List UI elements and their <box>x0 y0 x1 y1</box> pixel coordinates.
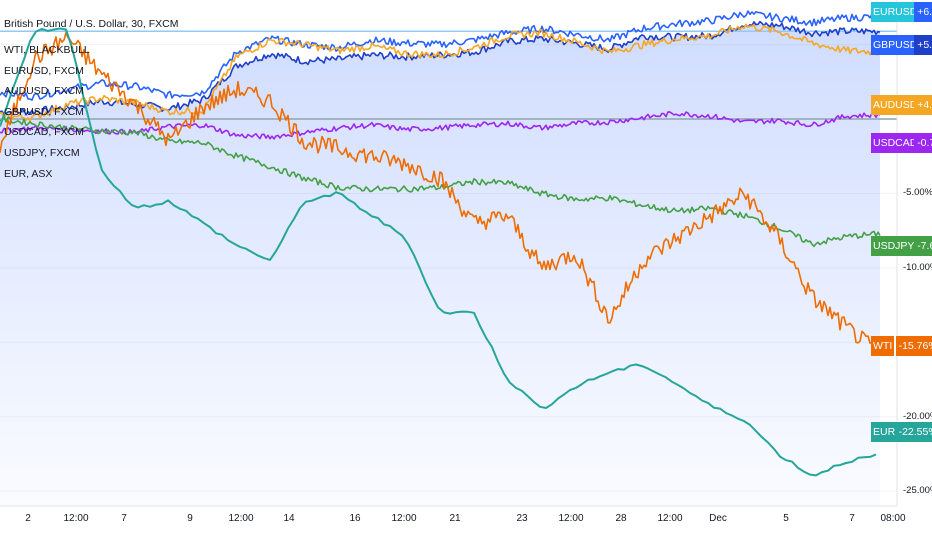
x-tick-label: 12:00 <box>228 513 254 524</box>
value-tag-symbol: WTI <box>871 336 895 356</box>
value-tag-value: -7.68% <box>914 236 932 256</box>
legend-item[interactable]: AUDUSD, FXCM <box>4 85 84 98</box>
series-line-audusd <box>0 23 881 122</box>
value-tag-value: +6.93% <box>914 2 932 22</box>
x-tick-label: 2 <box>25 513 31 524</box>
legend-item[interactable]: EUR, ASX <box>4 167 53 180</box>
x-tick-label: 7 <box>849 513 855 524</box>
value-tag-audusd: AUDUSD+4.54% <box>871 95 932 115</box>
x-tick-label: 12:00 <box>391 513 417 524</box>
value-tag-value: -0.73% <box>914 133 932 153</box>
chart-title: British Pound / U.S. Dollar, 30, FXCM <box>4 18 179 30</box>
value-tag-symbol: USDJPY <box>871 236 917 256</box>
value-tag-value: +5.93% <box>914 35 932 55</box>
value-tag-gbpusd: GBPUSD+5.93% <box>871 35 932 55</box>
series-line-eurusd <box>0 10 881 101</box>
value-tag-eurusd: EURUSD+6.93% <box>871 2 932 22</box>
value-tag-value: -15.76% <box>895 336 932 356</box>
x-tick-label: 12:00 <box>63 513 89 524</box>
legend-item[interactable]: USDJPY, FXCM <box>4 146 80 159</box>
y-tick-label: -25.00% <box>903 485 932 497</box>
value-tag-symbol: AUDUSD <box>871 95 920 115</box>
series-line-usdcad <box>0 111 881 140</box>
value-tag-symbol: GBPUSD <box>871 35 920 55</box>
x-tick-label: 28 <box>615 513 627 524</box>
x-tick-label: 9 <box>187 513 193 524</box>
legend-item[interactable]: WTI, BLACKBULL <box>4 44 90 56</box>
value-tag-value: -22.55% <box>895 422 932 442</box>
x-tick-label: Dec <box>709 513 727 524</box>
x-tick-label: 12:00 <box>657 513 683 524</box>
x-tick-label: 16 <box>349 513 361 524</box>
series-line-wti <box>0 31 881 353</box>
x-tick-label: 14 <box>283 513 295 524</box>
y-tick-label: -10.00% <box>903 261 932 273</box>
x-tick-label: 12:00 <box>558 513 584 524</box>
value-tag-usdcad: USDCAD-0.73% <box>871 133 932 153</box>
value-tag-symbol: EURUSD <box>871 2 920 22</box>
y-tick-label: -5.00% <box>903 187 932 199</box>
main-series-area <box>0 21 880 506</box>
value-tag-wti: WTI-15.76% <box>871 336 932 356</box>
series-layer <box>0 10 881 477</box>
legend-item[interactable]: GBPUSD, FXCM <box>4 105 84 118</box>
legend-item[interactable]: EURUSD, FXCM <box>4 64 84 77</box>
x-tick-label: 08:00 <box>880 513 906 524</box>
x-tick-label: 21 <box>449 513 461 524</box>
value-tag-symbol: USDCAD <box>871 133 920 153</box>
value-tag-symbol: EUR <box>871 422 898 442</box>
x-tick-label: 7 <box>121 513 127 524</box>
value-tag-eur: EUR-22.55% <box>871 422 932 442</box>
series-line-eur <box>0 27 877 477</box>
value-tag-usdjpy: USDJPY-7.68% <box>871 236 932 256</box>
value-tag-value: +4.54% <box>914 95 932 115</box>
legend-item[interactable]: USDCAD, FXCM <box>4 126 84 139</box>
y-tick-label: -20.00% <box>903 410 932 422</box>
legend: WTI, BLACKBULL EURUSD, FXCM AUDUSD, FXCM GB… <box>4 40 90 184</box>
x-tick-label: 23 <box>516 513 528 524</box>
series-line-usdjpy <box>0 115 881 248</box>
x-tick-label: 5 <box>783 513 789 524</box>
